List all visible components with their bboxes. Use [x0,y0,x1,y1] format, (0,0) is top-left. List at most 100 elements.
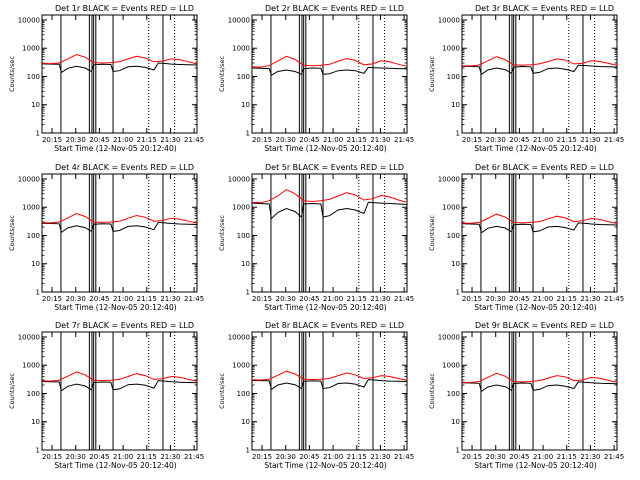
y-tick-label: 1 [246,130,250,138]
y-tick-label: 10000 [438,16,460,24]
x-tick-label: 21:30 [580,453,600,461]
x-tick-label: 20:15 [252,453,272,461]
x-tick-label: 21:30 [370,295,390,303]
y-tick-label: 1 [36,289,40,297]
plot-frame [461,173,618,293]
x-axis-label: Start Time (12-Nov-05 20:12:40) [474,144,596,153]
y-tick-label: 1000 [442,45,460,53]
chart-panel-2: 1 10 100 1000 10000 20:15 20:30 20:45 21:00 21:15… [218,4,414,153]
plot-frame [251,14,408,134]
x-tick-label: 21:45 [184,136,204,144]
x-tick-label: 21:00 [533,453,553,461]
x-tick-label: 20:30 [276,295,296,303]
y-tick-label: 10000 [438,333,460,341]
series-line-events [461,381,618,393]
x-tick-label: 20:30 [486,453,506,461]
chart-title: Det 3r BLACK = Events RED = LLD [475,4,614,13]
y-tick-label: 10 [241,260,250,268]
chart-panel-5: 1 10 100 1000 10000 20:15 20:30 20:45 21:00 21:15… [218,163,414,312]
x-axis-label: Start Time (12-Nov-05 20:12:40) [54,303,176,312]
y-tick-label: 10000 [18,16,40,24]
y-tick-label: 10 [31,101,40,109]
x-tick-label: 21:15 [347,295,367,303]
y-axis-label: Counts/sec [428,215,436,251]
x-tick-label: 21:15 [137,453,157,461]
x-tick-label: 21:00 [533,295,553,303]
x-tick-label: 20:45 [299,295,319,303]
series-line-lld [41,212,198,224]
x-tick-label: 20:15 [42,295,62,303]
x-tick-label: 20:15 [42,453,62,461]
plot-frame [251,173,408,293]
x-axis-label: Start Time (12-Nov-05 20:12:40) [54,144,176,153]
x-tick-label: 21:00 [323,136,343,144]
x-tick-label: 21:15 [137,136,157,144]
x-axis-label: Start Time (12-Nov-05 20:12:40) [264,461,386,470]
y-tick-label: 1 [246,289,250,297]
y-tick-label: 1000 [22,45,40,53]
series-line-lld [41,53,198,65]
x-axis-label: Start Time (12-Nov-05 20:12:40) [474,461,596,470]
series-line-events [41,221,198,234]
y-tick-label: 10000 [438,175,460,183]
y-tick-label: 1000 [232,204,250,212]
y-tick-label: 1000 [22,204,40,212]
y-tick-label: 1 [456,289,460,297]
series-line-lld [461,213,618,224]
y-tick-label: 100 [237,73,250,81]
y-tick-label: 1000 [442,362,460,370]
series-line-lld [251,55,408,68]
x-tick-label: 21:15 [137,295,157,303]
chart-title: Det 5r BLACK = Events RED = LLD [265,163,404,172]
x-tick-label: 21:00 [113,295,133,303]
x-tick-label: 21:00 [323,295,343,303]
y-tick-label: 10000 [228,175,250,183]
x-tick-label: 20:30 [486,295,506,303]
x-tick-label: 21:15 [557,295,577,303]
x-tick-label: 20:30 [66,453,86,461]
chart-panel-4: 1 10 100 1000 10000 20:15 20:30 20:45 21:00 21:15… [8,163,204,312]
x-tick-label: 21:45 [184,295,204,303]
series-line-lld [461,56,618,67]
y-tick-label: 1 [36,130,40,138]
series-line-events [251,201,408,220]
plot-frame [41,173,198,293]
x-tick-label: 21:45 [184,453,204,461]
series-line-events [41,380,198,392]
x-tick-label: 21:45 [394,453,414,461]
x-tick-label: 20:30 [66,136,86,144]
y-axis-label: Counts/sec [218,56,226,92]
y-tick-label: 100 [27,390,40,398]
x-tick-label: 20:45 [299,136,319,144]
series-line-lld [251,370,408,381]
y-axis-label: Counts/sec [8,373,16,409]
x-tick-label: 21:30 [580,136,600,144]
x-tick-label: 20:45 [509,136,529,144]
x-tick-label: 20:45 [299,453,319,461]
chart-title: Det 8r BLACK = Events RED = LLD [265,321,404,330]
y-tick-label: 10 [451,418,460,426]
y-tick-label: 100 [27,232,40,240]
x-axis-label: Start Time (12-Nov-05 20:12:40) [54,461,176,470]
x-tick-label: 20:30 [66,295,86,303]
x-tick-label: 21:45 [394,295,414,303]
x-tick-label: 20:15 [252,295,272,303]
x-tick-label: 21:15 [557,453,577,461]
y-axis-label: Counts/sec [218,215,226,251]
y-tick-label: 10000 [18,333,40,341]
x-tick-label: 20:45 [89,295,109,303]
y-axis-label: Counts/sec [8,56,16,92]
plot-frame [461,14,618,134]
x-axis-label: Start Time (12-Nov-05 20:12:40) [264,303,386,312]
x-tick-label: 21:00 [533,136,553,144]
y-tick-label: 100 [237,390,250,398]
chart-title: Det 2r BLACK = Events RED = LLD [265,4,404,13]
y-tick-label: 10 [451,260,460,268]
y-tick-label: 1000 [232,362,250,370]
y-tick-label: 10000 [228,16,250,24]
y-tick-label: 1000 [232,45,250,53]
x-tick-label: 21:30 [160,453,180,461]
x-tick-label: 21:15 [347,453,367,461]
x-tick-label: 20:15 [252,136,272,144]
x-tick-label: 20:45 [89,453,109,461]
